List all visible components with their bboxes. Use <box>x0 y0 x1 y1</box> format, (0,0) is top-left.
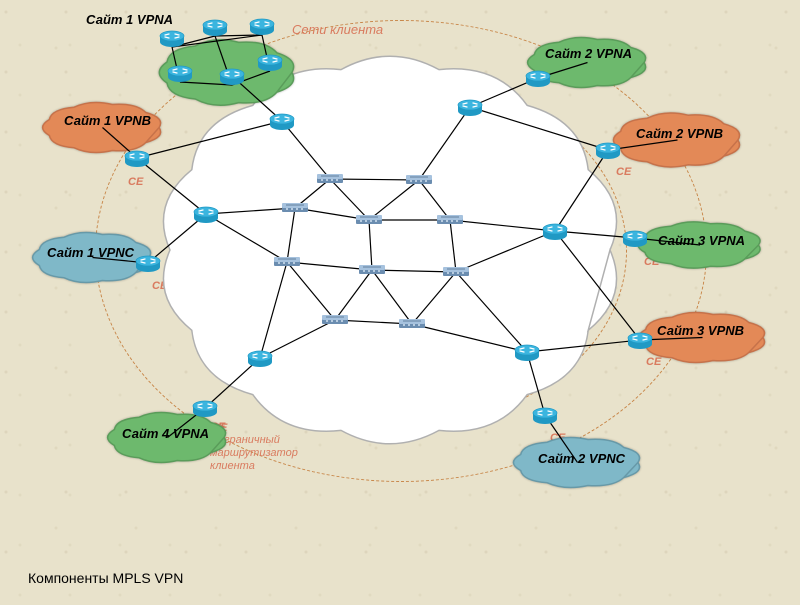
ce-router <box>525 69 551 87</box>
pe-router <box>542 222 568 240</box>
p-router <box>397 317 427 331</box>
ce-router <box>135 254 161 272</box>
p-router <box>404 173 434 187</box>
p-router <box>357 263 387 277</box>
site-label: Сайт 2 VPNC <box>538 451 625 466</box>
site-label: Сайт 1 VPNC <box>47 245 134 260</box>
site-label: Сайт 1 VPNB <box>64 113 151 128</box>
site-label: Сайт 3 VPNB <box>657 323 744 338</box>
p-router <box>315 172 345 186</box>
site-inner-router <box>257 53 283 71</box>
pe-router <box>457 98 483 116</box>
pe-router <box>269 112 295 130</box>
site-label: Сайт 4 VPNA <box>122 426 209 441</box>
ce-router <box>124 149 150 167</box>
site-inner-router <box>167 64 193 82</box>
p-router <box>280 201 310 215</box>
p-router <box>272 255 302 269</box>
site-inner-router <box>159 29 185 47</box>
p-router <box>435 213 465 227</box>
pe-router <box>514 343 540 361</box>
ce-router <box>622 229 648 247</box>
provider-cloud <box>0 0 800 605</box>
site-label: Сайт 1 VPNA <box>86 12 173 27</box>
pe-router <box>247 349 273 367</box>
p-router <box>354 213 384 227</box>
ce-router <box>219 67 245 85</box>
ce-router <box>192 399 218 417</box>
site-inner-router <box>249 17 275 35</box>
site-inner-router <box>202 18 228 36</box>
ce-router <box>532 406 558 424</box>
p-router <box>441 265 471 279</box>
site-label: Сайт 3 VPNA <box>658 233 745 248</box>
p-router <box>320 313 350 327</box>
ce-router <box>627 331 653 349</box>
site-label: Сайт 2 VPNA <box>545 46 632 61</box>
pe-router <box>193 205 219 223</box>
site-label: Сайт 2 VPNB <box>636 126 723 141</box>
ce-router <box>595 141 621 159</box>
